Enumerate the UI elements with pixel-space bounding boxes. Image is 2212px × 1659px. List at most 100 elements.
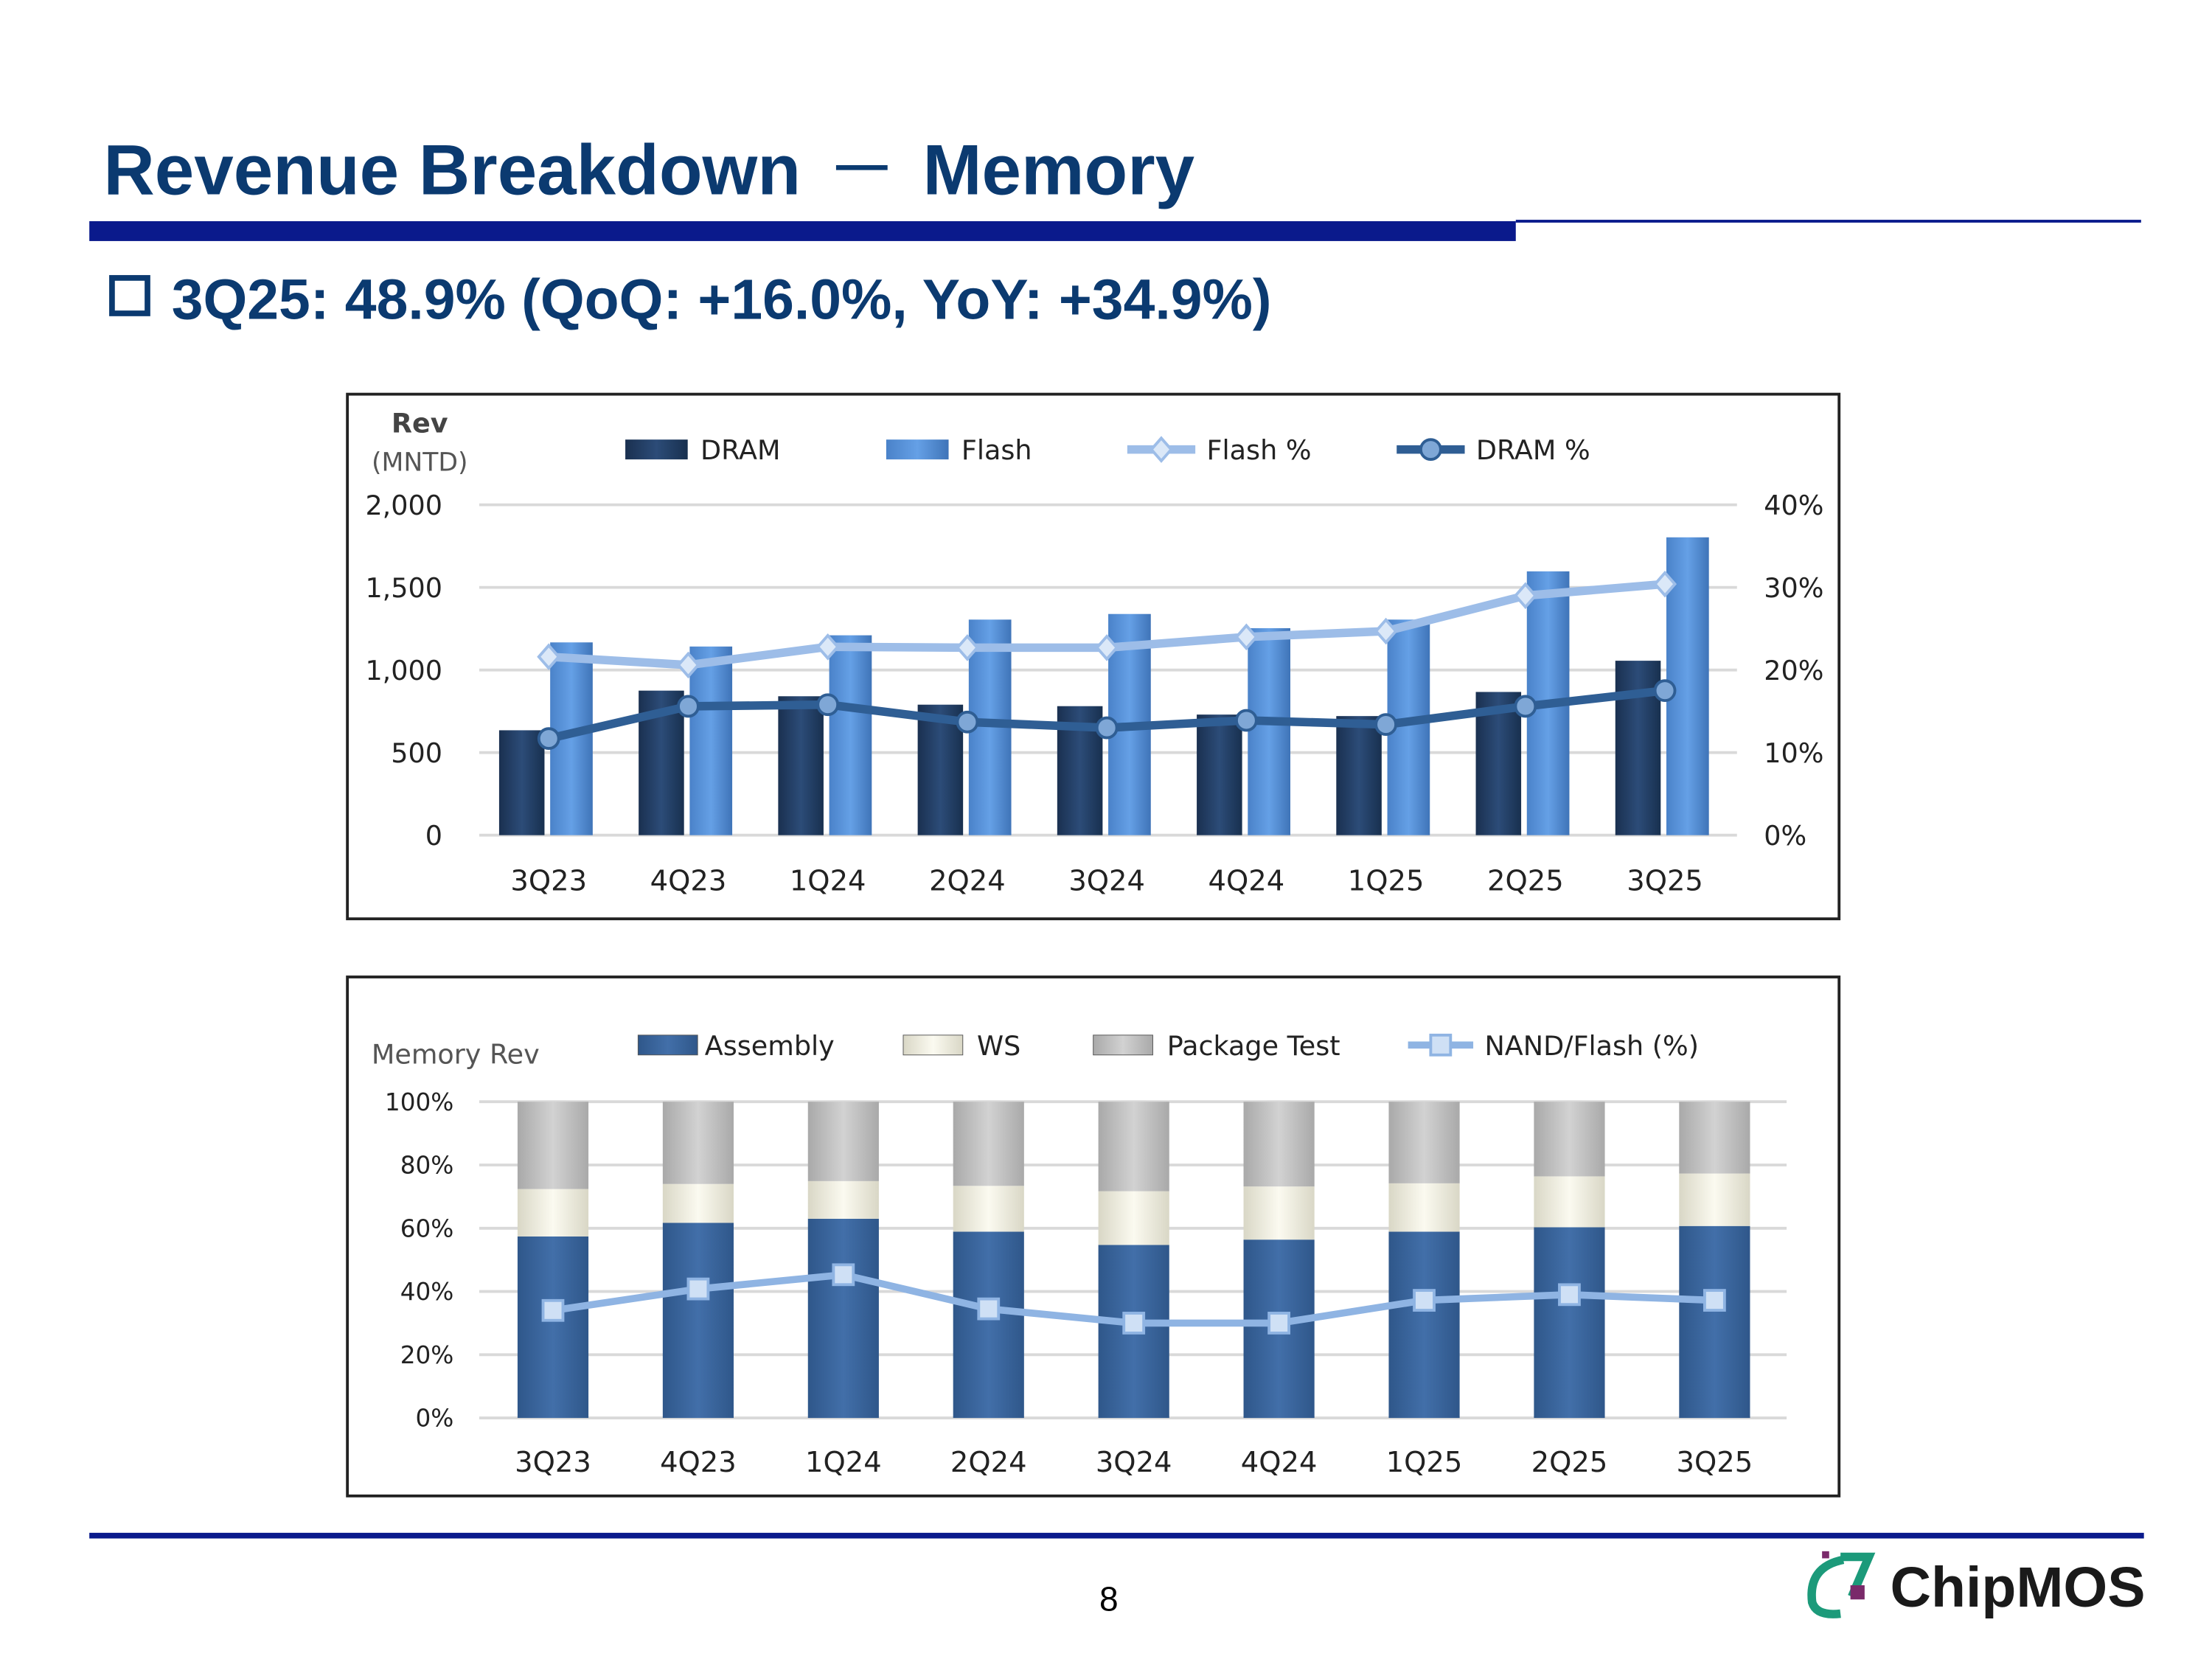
bar-assembly (1534, 1227, 1605, 1419)
page-title: Revenue Breakdown － Memory (103, 131, 1194, 209)
bar-dram (1615, 661, 1661, 835)
point-dram (677, 695, 700, 718)
legend-swatch-ws (902, 1034, 964, 1056)
legend-marker (1149, 436, 1174, 463)
y2-tick-label: 40% (1764, 490, 1823, 521)
legend-label: DRAM (700, 434, 781, 466)
bar-package-test (517, 1102, 589, 1189)
legend-swatch-flash (886, 439, 949, 460)
bar-ws (517, 1189, 589, 1237)
point-nand-flash (977, 1297, 1001, 1321)
bar-dram (778, 696, 824, 835)
y-tick-label: 40% (400, 1278, 454, 1306)
chipmos-logo: ChipMOS (1807, 1551, 2146, 1619)
bar-dram (498, 730, 545, 835)
bar-ws (953, 1186, 1024, 1232)
bar-ws (1243, 1186, 1315, 1240)
point-dram (1235, 709, 1258, 732)
point-flash (537, 643, 561, 671)
bar-ws (1534, 1176, 1605, 1228)
x-tick-label: 3Q24 (1068, 865, 1145, 898)
x-tick-label: 3Q25 (1677, 1446, 1753, 1479)
y-tick-label: 0 (425, 820, 442, 852)
bar-flash (829, 635, 872, 835)
legend-label: WS (977, 1030, 1020, 1062)
bar-package-test (953, 1102, 1024, 1186)
legend-marker (1419, 438, 1442, 461)
point-dram (956, 710, 979, 734)
point-flash (676, 651, 700, 679)
x-tick-label: 4Q24 (1208, 865, 1285, 898)
x-tick-label: 4Q23 (650, 865, 727, 898)
x-tick-label: 4Q24 (1241, 1446, 1318, 1479)
y-tick-label: 80% (400, 1152, 454, 1180)
x-tick-label: 2Q24 (929, 865, 1006, 898)
y2-tick-label: 0% (1764, 820, 1806, 852)
point-flash (1513, 582, 1537, 610)
x-tick-label: 2Q24 (950, 1446, 1027, 1479)
y-tick-label: 20% (400, 1341, 454, 1369)
point-nand-flash (1267, 1312, 1291, 1335)
bar-package-test (807, 1102, 879, 1181)
legend-swatch-assembly (637, 1034, 698, 1056)
bar-ws (1388, 1183, 1460, 1232)
y2-tick-label: 30% (1764, 572, 1823, 604)
point-flash (1374, 617, 1398, 645)
point-nand-flash (1413, 1289, 1436, 1312)
x-tick-label: 4Q23 (660, 1446, 737, 1479)
bullet-square-icon (109, 275, 150, 316)
title-rule-thin (1515, 220, 2141, 223)
bar-dram (1197, 714, 1242, 835)
legend-label: Flash (961, 434, 1032, 466)
bar-package-test (1388, 1102, 1460, 1183)
bar-assembly (1388, 1231, 1460, 1419)
legend-marker (1429, 1033, 1453, 1057)
title-rule-thick (89, 221, 1516, 241)
bar-flash (689, 646, 733, 835)
chart-revenue: 0 500 1,000 1,500 2,000 0% 10% 20% 30% 40% Rev (MNT… (365, 408, 1823, 898)
bar-flash (1248, 627, 1290, 835)
point-dram (537, 727, 560, 751)
bar-assembly (517, 1236, 589, 1419)
bar-assembly (953, 1231, 1024, 1419)
y-axis-label: Memory Rev (372, 1038, 540, 1070)
legend-label: DRAM % (1476, 434, 1590, 466)
bar-ws (1679, 1173, 1750, 1226)
subtitle: 3Q25: 48.9% (QoQ: +16.0%, YoY: +34.9%) (172, 268, 1272, 332)
y-tick-label: 1,000 (365, 655, 442, 686)
point-flash (1653, 570, 1677, 598)
x-tick-label: 3Q23 (510, 865, 587, 898)
legend-label: Package Test (1167, 1030, 1340, 1062)
x-tick-label: 1Q24 (805, 1446, 882, 1479)
point-nand-flash (1703, 1289, 1726, 1312)
y-axis-unit: (MNTD) (372, 448, 468, 477)
bar-package-test (1098, 1102, 1169, 1192)
legend-swatch-dram (625, 439, 688, 460)
legend-label: Assembly (705, 1030, 835, 1062)
point-nand-flash (1122, 1312, 1146, 1335)
x-tick-label: 2Q25 (1487, 865, 1564, 898)
point-nand-flash (1558, 1283, 1581, 1307)
point-nand-flash (541, 1298, 565, 1322)
y2-tick-label: 10% (1764, 737, 1823, 769)
y-tick-label: 2,000 (365, 490, 442, 521)
bar-ws (807, 1180, 879, 1219)
bar-dram (1336, 716, 1382, 835)
point-dram (1095, 716, 1119, 740)
x-tick-label: 1Q25 (1348, 865, 1425, 898)
bar-package-test (662, 1102, 734, 1184)
x-tick-label: 1Q24 (790, 865, 866, 898)
y-tick-label: 1,500 (365, 572, 442, 604)
bar-package-test (1679, 1102, 1750, 1174)
point-dram (1374, 713, 1398, 736)
y2-tick-label: 20% (1764, 655, 1823, 686)
point-dram (816, 693, 840, 717)
x-tick-label: 3Q23 (515, 1446, 591, 1479)
point-nand-flash (686, 1277, 710, 1301)
legend-label: NAND/Flash (%) (1484, 1030, 1699, 1062)
legend-label: Flash % (1207, 434, 1312, 466)
y-tick-label: 100% (385, 1088, 453, 1116)
point-dram (1514, 695, 1537, 718)
legend-swatch-package-test (1093, 1034, 1153, 1056)
